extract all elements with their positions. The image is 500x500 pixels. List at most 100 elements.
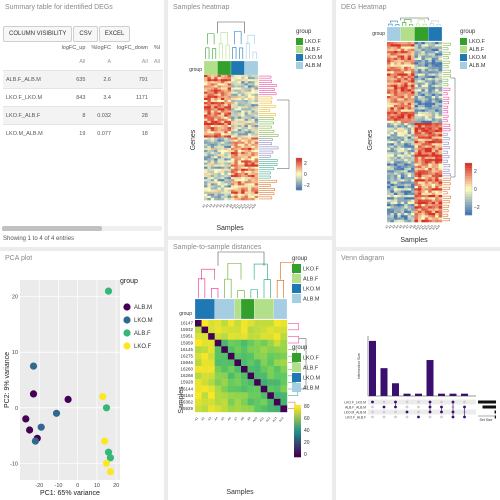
distance-cell [280,392,288,400]
heatmap-cell [204,141,208,145]
matrix-dot [405,415,409,419]
csv-button[interactable]: CSV [73,26,98,42]
heatmap-cell [438,165,443,169]
heatmap-cell [393,159,398,162]
heatmap-cell [227,81,232,84]
table-row[interactable]: LKO.M_ALB.M 19 0.077 18 [3,124,163,142]
heatmap-cell [400,48,405,52]
heatmap-cell [231,116,235,120]
scale-swatch [296,183,302,186]
heatmap-cell [407,138,412,142]
table-row[interactable]: LKO.F_ALB.F 8 0.032 28 [3,106,163,125]
heatmap-cell [220,95,225,99]
excel-button[interactable]: EXCEL [98,26,131,42]
heatmap-cell [404,82,408,86]
heatmap-cell [428,179,432,182]
heatmap-cell [400,172,405,176]
dendrogram-branch [276,280,285,298]
heatmap-cell [435,105,439,108]
heatmap-cell [387,57,391,61]
column-header-pct-l[interactable]: %l [153,45,160,51]
heatmap-cell [254,147,259,151]
heatmap-cell [234,189,239,192]
column-header-logfc-up[interactable]: logFC_up [61,45,86,51]
heatmap-cell [207,150,212,153]
heatmap-cell [393,111,398,115]
heatmap-cell [414,208,419,212]
heatmap-cell [404,136,408,140]
heatmap-cell [417,204,422,207]
heatmap-cell [237,122,242,126]
column-header-logfc-down[interactable]: logFC_down [116,45,148,51]
heatmap-cell [220,89,225,92]
column-filter-logfc-down[interactable]: All [141,59,148,65]
dendrogram-branch [220,32,228,45]
heatmap-cell [407,190,412,194]
heatmap-cell [431,127,436,131]
heatmap-cell [231,191,235,195]
heatmap-cell [210,114,215,117]
heatmap-cell [224,112,228,115]
heatmap-cell [387,201,391,205]
column-filter-name[interactable] [3,54,59,71]
heatmap-cell [237,97,242,101]
heatmap-cell [407,186,412,189]
heatmap-cell [244,108,249,111]
heatmap-cell [397,179,402,182]
scrollbar-thumb[interactable] [2,226,102,231]
distance-cell [247,326,255,334]
column-filter-logfc-up[interactable]: All [79,59,86,65]
matrix-dot [417,400,420,404]
heatmap-cell [435,143,439,146]
column-filter-pct-l[interactable]: All [153,59,160,65]
column-header-pct-logfc[interactable]: %logFC [91,45,111,51]
distance-cell [254,320,261,327]
heatmap-cell [424,190,429,194]
heatmap-cell [207,160,212,163]
heatmap-cell [387,64,391,68]
heatmap-cell [207,79,212,82]
heatmap-cell [438,170,443,173]
table-row[interactable]: ALB.F_ALB.M 635 2.6 791 [3,70,163,89]
distance-cell [234,333,242,340]
heatmap-cell [404,195,408,198]
column-visibility-button[interactable]: COLUMN VISIBILITY [3,26,73,42]
heatmap-cell [237,181,242,184]
heatmap-cell [400,100,405,104]
heatmap-cell [428,138,432,142]
distance-cell [201,333,209,340]
heatmap-cell [244,79,249,82]
dendrogram-branch [259,142,272,146]
heatmap-cell [387,109,391,113]
dendrogram-branch [443,128,451,132]
legend-marker [123,303,131,311]
table-row[interactable]: LKO.F_LKO.M 843 3.4 1171 [3,88,163,107]
heatmap-cell [234,81,239,84]
sample-tick-label: A9 [246,416,252,422]
heatmap-cell [414,168,419,171]
column-header-name[interactable] [3,42,59,54]
dendrogram-branch [429,23,434,26]
heatmap-cell [207,100,212,103]
dendrogram-branch [259,79,273,83]
heatmap-cell [393,118,398,122]
heatmap-cell [421,116,426,119]
distance-cell [241,320,248,327]
row-name: LKO.F_ALB.F [3,106,59,125]
distance-cell [273,346,281,354]
heatmap-cell [400,46,405,50]
heatmap-cell [393,188,398,191]
sample-row-label: 16268 [180,373,193,378]
heatmap-cell [210,100,215,103]
heatmap-cell [387,197,391,200]
column-filter-pct-logfc[interactable]: A [107,59,111,65]
heatmap-cell [435,120,439,124]
heatmap-cell [390,46,395,50]
heatmap-cell [414,159,419,162]
heatmap-cell [227,125,232,128]
heatmap-cell [241,129,245,132]
horizontal-scrollbar[interactable] [2,226,162,231]
heatmap-cell [244,137,249,140]
matrix-dot [371,415,374,419]
